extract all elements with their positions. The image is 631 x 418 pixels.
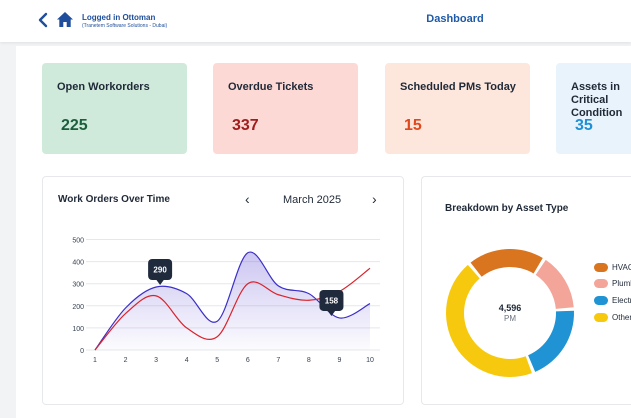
work-orders-panel: Work Orders Over Time ‹ March 2025 ›	[42, 176, 404, 405]
stat-label: Scheduled PMs Today	[400, 81, 516, 93]
tooltip-pointer	[327, 310, 336, 316]
x-tick-label: 4	[185, 357, 189, 364]
donut-slice-plumbing[interactable]	[535, 259, 574, 309]
stat-value: 337	[232, 117, 259, 134]
work-orders-title: Work Orders Over Time	[58, 194, 170, 205]
page-title: Dashboard	[426, 13, 484, 25]
stat-card-scheduled-pms[interactable]: Scheduled PMs Today 15	[385, 63, 530, 154]
tooltip-box	[148, 259, 173, 281]
legend-label: Electrical	[612, 296, 631, 305]
stat-card-critical-assets[interactable]: Assets in Critical Condition 35	[556, 63, 631, 154]
x-tick-label: 7	[276, 357, 280, 364]
tooltip-box	[319, 289, 344, 311]
stat-value: 225	[61, 117, 88, 134]
legend-swatch	[594, 263, 608, 272]
legend-label: Plumbing	[612, 279, 631, 288]
y-tick-label: 500	[72, 238, 84, 245]
x-tick-label: 10	[366, 357, 374, 364]
stat-label: Open Workorders	[57, 81, 150, 93]
current-month-label: March 2025	[283, 194, 342, 206]
tooltip-290: 290	[148, 259, 173, 286]
donut-center-value: 4,596	[499, 303, 522, 313]
stat-value: 15	[404, 117, 422, 134]
x-tick-label: 3	[154, 357, 158, 364]
login-subtitle: (Tranetem Software Solutions - Dubai)	[82, 23, 168, 29]
tooltip-pointer	[156, 279, 165, 286]
tooltip-158: 158	[319, 289, 344, 316]
work-orders-line-chart: 0 100 200 300 400 500 1 2 3 4 5 6 7 8 9 10 290 158	[72, 238, 380, 364]
x-tick-label: 1	[93, 357, 97, 364]
stat-value: 35	[575, 117, 593, 134]
asset-type-donut-chart: 4,596 PM	[446, 249, 574, 377]
x-tick-label: 6	[246, 357, 250, 364]
donut-slice-hvac[interactable]	[470, 249, 543, 277]
donut-slice-electrical[interactable]	[528, 310, 574, 372]
next-month-button[interactable]: ›	[372, 191, 377, 207]
donut-slice-other[interactable]	[446, 264, 532, 377]
y-tick-label: 200	[72, 304, 84, 311]
stat-card-open-workorders[interactable]: Open Workorders 225	[42, 63, 187, 154]
y-tick-label: 100	[72, 326, 84, 333]
series-area-0	[95, 252, 370, 350]
tooltip-value: 158	[325, 296, 339, 305]
donut-center-label: PM	[504, 314, 516, 323]
y-tick-label: 400	[72, 260, 84, 267]
legend-label: Other	[612, 313, 631, 322]
legend-swatch	[594, 313, 608, 322]
breakdown-title: Breakdown by Asset Type	[445, 203, 569, 214]
x-tick-label: 2	[124, 357, 128, 364]
login-title: Logged in Ottoman	[82, 13, 156, 22]
tooltip-value: 290	[153, 266, 167, 275]
stat-card-overdue-tickets[interactable]: Overdue Tickets 337	[213, 63, 358, 154]
stat-label: Overdue Tickets	[228, 81, 314, 93]
top-bar: Logged in Ottoman (Tranetem Software Sol…	[0, 0, 631, 42]
prev-month-button[interactable]: ‹	[245, 191, 250, 207]
stat-label: Assets in Critical Condition	[571, 81, 623, 119]
legend-swatch	[594, 279, 608, 288]
x-tick-label: 9	[337, 357, 341, 364]
x-tick-label: 5	[215, 357, 219, 364]
legend-swatch	[594, 296, 608, 305]
x-tick-label: 8	[307, 357, 311, 364]
legend-label: HVAC	[612, 263, 631, 272]
back-chevron-icon[interactable]	[37, 12, 51, 28]
y-tick-label: 300	[72, 282, 84, 289]
home-icon[interactable]	[56, 11, 74, 28]
y-tick-label: 0	[80, 348, 84, 355]
